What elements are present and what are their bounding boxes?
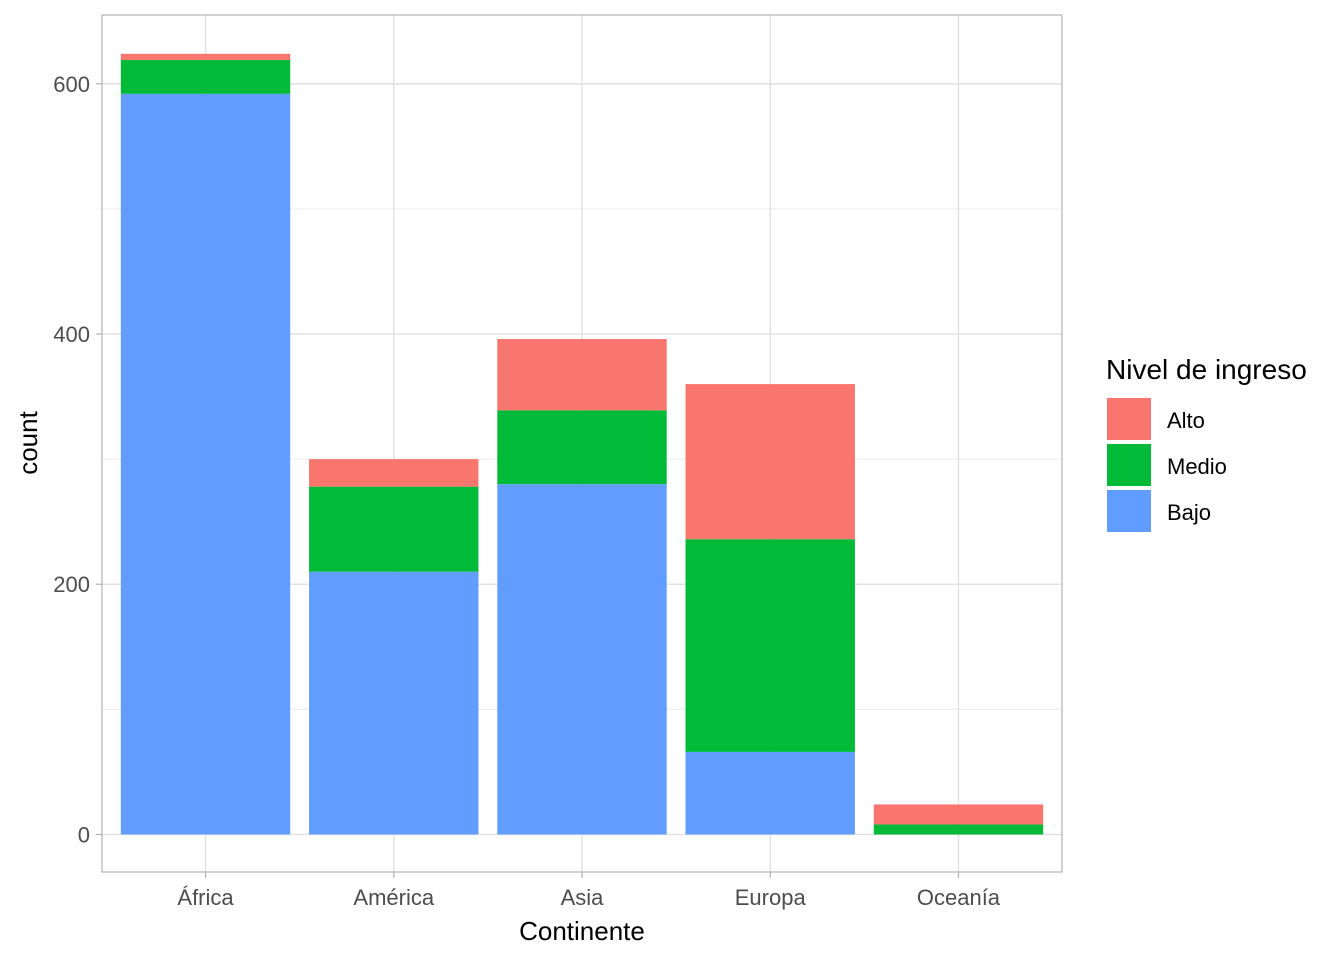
legend-key-medio bbox=[1107, 444, 1151, 486]
y-axis: 0 200 400 600 bbox=[53, 72, 102, 847]
legend-label-alto: Alto bbox=[1167, 408, 1205, 433]
bar-medio-2 bbox=[497, 410, 667, 485]
x-tick-label: Europa bbox=[735, 885, 807, 910]
y-tick-label: 600 bbox=[53, 72, 90, 97]
x-tick-label: Oceanía bbox=[917, 885, 1001, 910]
bar-alto-1 bbox=[309, 459, 479, 487]
x-axis-title: Continente bbox=[519, 916, 645, 946]
bar-alto-3 bbox=[685, 384, 855, 540]
x-axis: África América Asia Europa Oceanía bbox=[177, 872, 1001, 910]
bar-alto-0 bbox=[120, 53, 291, 61]
bars bbox=[120, 53, 1044, 835]
bar-bajo-1 bbox=[309, 571, 479, 835]
bar-alto-4 bbox=[873, 804, 1044, 825]
x-tick-label: África bbox=[177, 885, 234, 910]
x-tick-label: Asia bbox=[561, 885, 605, 910]
legend-key-alto bbox=[1107, 398, 1151, 440]
legend: Nivel de ingreso Alto Medio Bajo bbox=[1106, 354, 1307, 532]
bar-medio-1 bbox=[309, 486, 479, 572]
legend-items: Alto Medio Bajo bbox=[1107, 398, 1227, 532]
legend-label-bajo: Bajo bbox=[1167, 500, 1211, 525]
bar-medio-3 bbox=[685, 539, 855, 752]
legend-label-medio: Medio bbox=[1167, 454, 1227, 479]
y-axis-title: count bbox=[13, 410, 43, 474]
x-tick-label: América bbox=[353, 885, 434, 910]
bar-medio-4 bbox=[873, 824, 1044, 835]
y-tick-label: 200 bbox=[53, 572, 90, 597]
bar-bajo-0 bbox=[120, 93, 291, 835]
bar-bajo-2 bbox=[497, 484, 667, 835]
y-tick-label: 0 bbox=[78, 822, 90, 847]
bar-alto-2 bbox=[497, 339, 667, 411]
legend-title: Nivel de ingreso bbox=[1106, 354, 1307, 385]
bar-bajo-3 bbox=[685, 751, 855, 835]
y-tick-label: 400 bbox=[53, 322, 90, 347]
legend-key-bajo bbox=[1107, 490, 1151, 532]
bar-medio-0 bbox=[120, 60, 291, 94]
